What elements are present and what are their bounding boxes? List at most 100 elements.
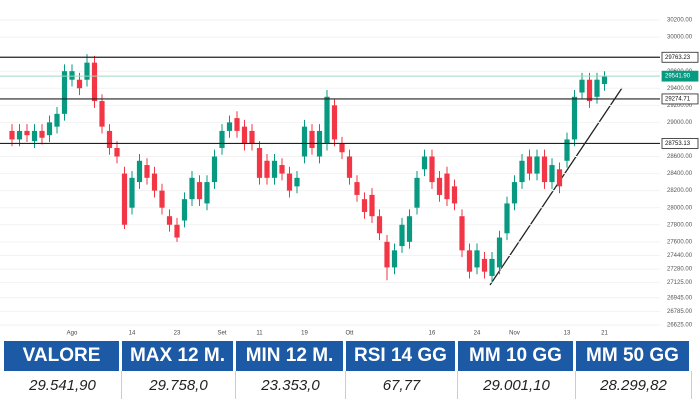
x-tick-label: Ago <box>67 331 78 337</box>
candle-body <box>526 156 533 174</box>
y-tick-label: 26945.00 <box>667 295 693 301</box>
candle-body <box>24 130 30 136</box>
candle-body <box>166 216 173 225</box>
table-cell: 29.001,10 <box>458 371 576 399</box>
x-tick-label: 24 <box>474 331 481 337</box>
candle-body <box>399 224 405 247</box>
candle-body <box>91 62 98 102</box>
stats-table: VALORE MAX 12 M. MIN 12 M. RSI 14 GG MM 10 G… <box>4 341 692 399</box>
candle-body <box>361 199 368 212</box>
table-header: MM 50 GG <box>576 341 692 371</box>
candle-body <box>496 237 503 268</box>
x-tick-label: 14 <box>129 331 136 337</box>
y-tick-label: 27280.00 <box>667 267 693 273</box>
candle-body <box>54 113 60 127</box>
y-tick-label: 26785.00 <box>667 309 693 315</box>
chart: 30200.0030000.0029600.0029400.0029200.00… <box>0 18 699 337</box>
candle-body <box>594 79 600 97</box>
candle-body <box>519 160 525 183</box>
y-tick-label: 27600.00 <box>667 239 693 245</box>
candle-body <box>466 250 473 272</box>
table-header: VALORE <box>4 341 122 371</box>
table-cell: 28.299,82 <box>576 371 692 399</box>
level-label: 29541.90 <box>665 74 691 80</box>
candle-body <box>256 147 263 178</box>
table-header: MIN 12 M. <box>236 341 346 371</box>
candle-body <box>271 160 278 178</box>
candle-body <box>459 216 465 251</box>
candle-body <box>99 101 105 127</box>
x-tick-label: 11 <box>256 331 263 337</box>
candle-body <box>331 105 338 140</box>
candle-body <box>474 250 480 268</box>
candle-body <box>234 118 240 131</box>
table-cell: 29.541,90 <box>4 371 122 399</box>
y-tick-label: 29400.00 <box>667 86 693 92</box>
candle-body <box>211 156 218 183</box>
candle-body <box>406 216 413 242</box>
candle-body <box>226 122 233 131</box>
candle-body <box>76 79 83 89</box>
candle-body <box>286 173 293 191</box>
y-tick-label: 28200.00 <box>667 188 693 194</box>
table-cell: 67,77 <box>346 371 458 399</box>
candle-body <box>354 182 360 195</box>
candle-body <box>264 160 270 178</box>
y-tick-label: 27440.00 <box>667 253 693 259</box>
candle-body <box>84 62 90 80</box>
candle-body <box>541 156 548 183</box>
candle-body <box>16 130 23 140</box>
candle-body <box>189 177 195 200</box>
candle-body <box>136 160 143 183</box>
candle-body <box>151 173 158 191</box>
y-tick-label: 29200.00 <box>667 103 693 109</box>
candle-body <box>564 139 570 161</box>
candle-body <box>309 130 315 148</box>
candle-body <box>324 96 330 144</box>
candle-body <box>241 126 248 144</box>
candle-body <box>114 147 120 157</box>
level-label: 28753.13 <box>665 141 691 147</box>
candle-body <box>376 216 383 234</box>
x-tick-label: 21 <box>601 331 608 337</box>
candle-body <box>181 199 188 221</box>
candle-body <box>159 190 165 208</box>
table-cell: 23.353,0 <box>236 371 346 399</box>
candle-body <box>504 203 510 234</box>
candle-body <box>346 156 353 178</box>
candle-body <box>39 130 45 138</box>
candle-body <box>571 96 578 140</box>
candle-body <box>414 177 420 208</box>
candle-body <box>444 173 450 200</box>
candle-body <box>511 182 518 204</box>
y-tick-label: 27800.00 <box>667 222 693 228</box>
candle-body <box>121 173 128 225</box>
candle-body <box>586 79 593 102</box>
candle-body <box>436 177 443 195</box>
candle-body <box>9 130 15 140</box>
x-tick-label: Nov <box>509 331 520 337</box>
candle-body <box>579 79 585 93</box>
y-tick-label: 30000.00 <box>667 35 693 41</box>
level-box <box>661 51 699 63</box>
candle-body <box>106 130 113 148</box>
candle-body <box>451 186 458 204</box>
x-tick-label: 16 <box>429 331 436 337</box>
candle-body <box>31 130 38 142</box>
trend-line <box>489 87 623 286</box>
candle-body <box>339 143 345 153</box>
candle-body <box>204 182 210 204</box>
x-tick-label: 13 <box>564 331 571 337</box>
y-tick-label: 26625.00 <box>667 323 693 329</box>
candle-body <box>391 250 398 268</box>
x-tick-label: 19 <box>301 331 308 337</box>
candle-body <box>129 177 135 208</box>
x-tick-label: 23 <box>174 331 181 337</box>
candle-body <box>601 76 608 84</box>
candle-body <box>174 224 180 238</box>
level-box <box>661 138 699 149</box>
candle-body <box>534 156 540 174</box>
candle-body <box>279 165 285 174</box>
candle-body <box>556 169 563 187</box>
